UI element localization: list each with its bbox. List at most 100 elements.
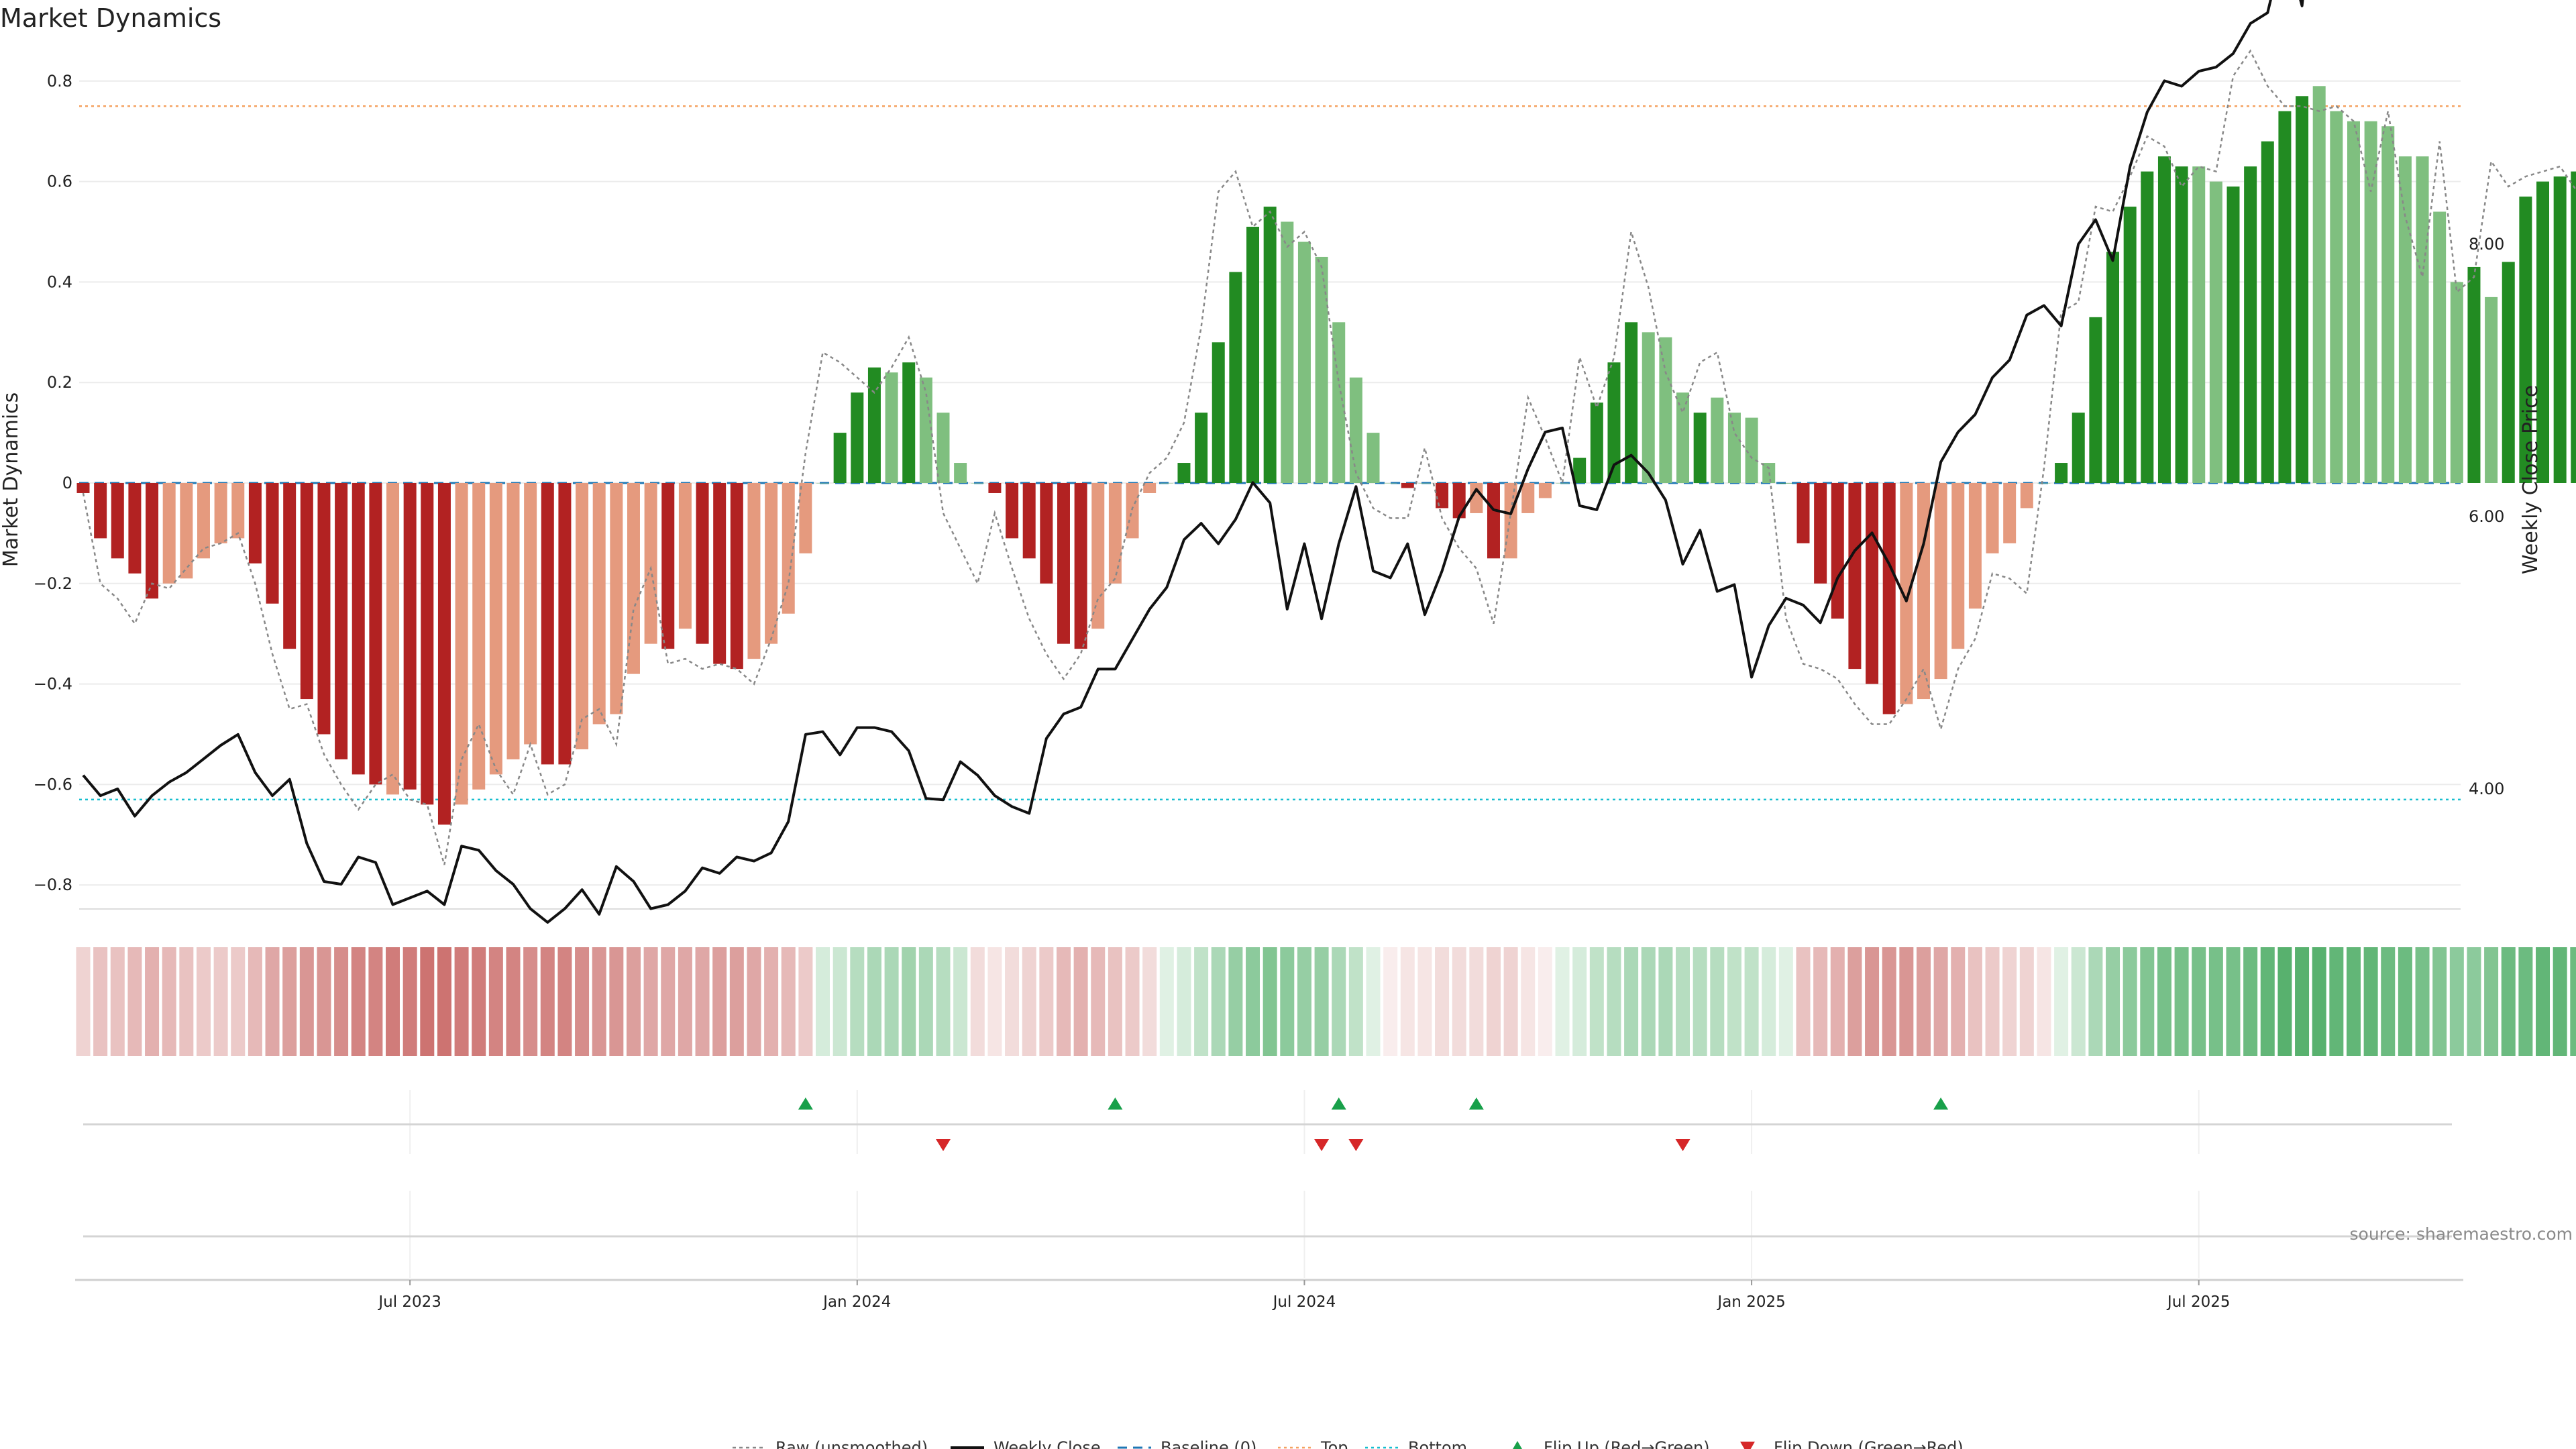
dynamics-bar (1126, 483, 1139, 539)
legend-swatch-flip-up (1513, 1441, 1522, 1449)
dynamics-bar (1607, 362, 1621, 483)
dynamics-bar (558, 483, 572, 765)
regime-cell (2088, 947, 2103, 1056)
dynamics-bar (2347, 121, 2360, 484)
dynamics-bar (2089, 317, 2102, 483)
regime-cell (1332, 947, 1346, 1056)
regime-cell (1159, 947, 1174, 1056)
regime-cell (437, 947, 451, 1056)
dynamics-bar (2072, 413, 2085, 483)
legend: Raw (unsmoothed) Weekly Close Baseline (0)… (733, 1438, 1964, 1449)
dynamics-bar (1934, 483, 1947, 680)
regime-cell (1916, 947, 1931, 1056)
regime-cell (2346, 947, 2361, 1056)
regime-cell (2192, 947, 2206, 1056)
dynamics-bar (1074, 483, 1087, 649)
regime-cell (1108, 947, 1122, 1056)
left-y-axis: −0.8 −0.6 −0.4 −0.2 0 0.2 0.4 0.6 0.8 (34, 72, 72, 894)
regime-cell (1951, 947, 1966, 1056)
regime-cell (2363, 947, 2378, 1056)
regime-cell (523, 947, 538, 1056)
regime-cell (2037, 947, 2051, 1056)
right-y-tick-label: 8.00 (2469, 235, 2504, 254)
dynamics-bar (954, 463, 967, 483)
regime-cell (1796, 947, 1811, 1056)
dynamics-bar (627, 483, 640, 674)
regime-cell (592, 947, 606, 1056)
regime-cell (1985, 947, 2000, 1056)
regime-cell (1710, 947, 1725, 1056)
source-note: source: sharemaestro.com (2350, 1224, 2573, 1244)
regime-cell (420, 947, 435, 1056)
regime-cell (540, 947, 555, 1056)
dynamics-bar (1332, 322, 1346, 483)
left-y-tick-label: 0.6 (47, 172, 72, 191)
regime-cell (145, 947, 160, 1056)
dynamics-bar (541, 483, 554, 765)
dynamics-bar (782, 483, 795, 614)
regime-cell (2501, 947, 2516, 1056)
regime-cell (798, 947, 813, 1056)
dynamics-bar (1573, 458, 1587, 483)
regime-cell (918, 947, 933, 1056)
dynamics-bar (1108, 483, 1122, 584)
regime-cell (1572, 947, 1587, 1056)
dynamics-bar (1882, 483, 1896, 714)
legend-label: Flip Down (Green→Red) (1774, 1438, 1964, 1449)
legend-item: Weekly Close (951, 1438, 1101, 1449)
dynamics-bar (1625, 322, 1638, 483)
left-y-tick-label: −0.2 (34, 574, 72, 593)
dynamics-bar (472, 483, 486, 790)
flip-up-marker (1331, 1097, 1346, 1110)
dynamics-bar (2398, 156, 2412, 483)
dynamics-bar (1006, 483, 1019, 539)
dynamics-bar (592, 483, 606, 724)
dynamics-bar (1487, 483, 1500, 559)
dynamics-bar (335, 483, 348, 759)
dynamics-bar (506, 483, 520, 759)
dynamics-bar (146, 483, 159, 599)
flip-up-marker (1933, 1097, 1949, 1110)
dynamics-bar (816, 483, 830, 484)
regime-cell (1194, 947, 1209, 1056)
legend-label: Bottom (1408, 1438, 1467, 1449)
dynamics-bar (1384, 483, 1397, 484)
dynamics-bar (1796, 483, 1810, 543)
dynamics-bar (1676, 392, 1690, 483)
right-y-tick-label: 4.00 (2469, 780, 2504, 798)
legend-label: Raw (unsmoothed) (775, 1438, 928, 1449)
regime-cell (2106, 947, 2121, 1056)
regime-cell (816, 947, 830, 1056)
dynamics-bar (2157, 156, 2171, 483)
regime-cell (1968, 947, 1982, 1056)
regime-cell (557, 947, 572, 1056)
regime-cell (2208, 947, 2223, 1056)
regime-cell (987, 947, 1002, 1056)
regime-cell (1933, 947, 1948, 1056)
regime-cell (1435, 947, 1450, 1056)
regime-cell (1469, 947, 1484, 1056)
regime-cell (1297, 947, 1311, 1056)
regime-cell (1091, 947, 1106, 1056)
dynamics-bar (1263, 207, 1277, 483)
regime-cell (884, 947, 899, 1056)
dynamics-bar (2416, 156, 2429, 483)
regime-cell (1142, 947, 1157, 1056)
dynamics-bar (94, 483, 107, 539)
regime-cell (1246, 947, 1260, 1056)
regime-cell (368, 947, 383, 1056)
regime-cell (1022, 947, 1036, 1056)
regime-cell (472, 947, 486, 1056)
regime-cell (334, 947, 349, 1056)
dynamics-bar (885, 372, 898, 483)
regime-cell (110, 947, 125, 1056)
dynamics-bar (696, 483, 709, 644)
dynamics-bar (1470, 483, 1483, 513)
regime-cell (867, 947, 881, 1056)
dynamics-bar (902, 362, 916, 483)
dynamics-bar (1814, 483, 1827, 584)
regime-cell (2174, 947, 2189, 1056)
regime-cell (127, 947, 142, 1056)
right-y-axis: 4.006.008.0010.0012.0014.00 (2469, 235, 2504, 798)
dynamics-bar (576, 483, 589, 749)
